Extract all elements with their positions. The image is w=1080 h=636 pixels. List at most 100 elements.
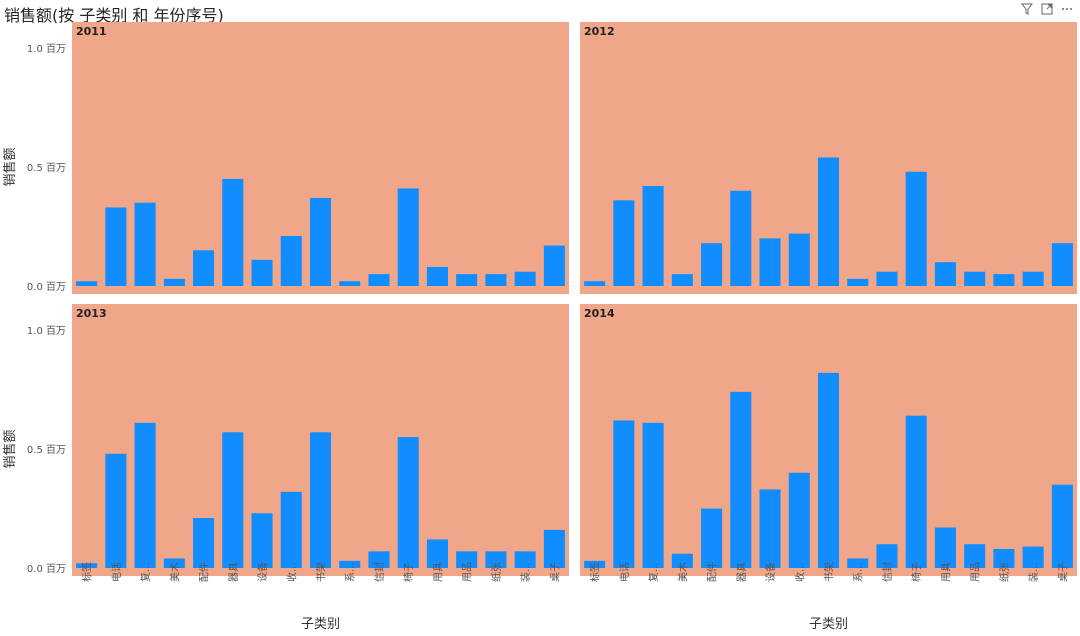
x-axis-title: 子类别 [809, 617, 848, 632]
bar[interactable] [456, 274, 478, 286]
bar[interactable] [193, 518, 215, 568]
bar[interactable] [584, 281, 606, 286]
bar[interactable] [76, 563, 98, 568]
bar[interactable] [1022, 271, 1044, 286]
bar[interactable] [847, 558, 869, 568]
bar[interactable] [671, 553, 693, 568]
bar[interactable] [368, 274, 390, 286]
bar[interactable] [456, 551, 478, 568]
x-tick-label: 装... [519, 562, 532, 582]
x-tick-label: 书架 [316, 562, 328, 582]
bar[interactable] [934, 262, 956, 286]
bar[interactable] [193, 250, 215, 286]
bar[interactable] [339, 281, 361, 286]
bar[interactable] [163, 558, 185, 568]
x-tick-label: 复... [139, 562, 152, 582]
bar[interactable] [426, 539, 448, 568]
bar[interactable] [163, 278, 185, 286]
x-tick-label: 椅子 [402, 562, 415, 582]
bar[interactable] [934, 527, 956, 568]
bar[interactable] [76, 281, 98, 286]
bar[interactable] [788, 233, 810, 286]
panel-label: 2011 [76, 25, 107, 38]
filter-icon[interactable] [1020, 2, 1034, 16]
bar[interactable] [105, 453, 127, 568]
bar[interactable] [339, 560, 361, 568]
bar[interactable] [222, 432, 244, 568]
bar[interactable] [788, 472, 810, 568]
bar[interactable] [642, 186, 664, 286]
bar[interactable] [485, 551, 507, 568]
x-tick-label: 复... [647, 562, 660, 582]
x-tick-label: 电话 [110, 562, 123, 582]
bar[interactable] [993, 274, 1015, 286]
bar[interactable] [1051, 484, 1073, 568]
bar[interactable] [485, 274, 507, 286]
x-tick-label: 器具 [736, 562, 748, 582]
x-tick-label: 书架 [824, 562, 836, 582]
bar[interactable] [309, 197, 332, 286]
bar[interactable] [964, 544, 986, 568]
x-tick-label: 桌子 [1056, 562, 1069, 582]
bar[interactable] [1051, 243, 1073, 286]
bar[interactable] [397, 437, 419, 568]
x-tick-label: 桌子 [548, 562, 561, 582]
bar[interactable] [730, 190, 752, 286]
bar[interactable] [543, 529, 565, 568]
y-tick-label: 1.0 百万 [27, 325, 66, 337]
bar[interactable] [730, 391, 752, 568]
chart-title: 销售额(按 子类别 和 年份序号) [4, 6, 224, 25]
bar[interactable] [280, 491, 302, 568]
bar[interactable] [222, 178, 244, 286]
bar[interactable] [876, 544, 898, 568]
bar[interactable] [280, 236, 302, 286]
bar[interactable] [847, 278, 869, 286]
bar[interactable] [105, 207, 127, 286]
focus-mode-icon[interactable] [1040, 2, 1054, 16]
x-tick-label: 配件 [199, 562, 211, 582]
x-tick-label: 信封 [881, 562, 894, 582]
bar[interactable] [701, 508, 723, 569]
bar[interactable] [964, 271, 986, 286]
bar[interactable] [514, 551, 536, 568]
x-tick-label: 用具 [940, 562, 952, 582]
bar[interactable] [134, 422, 156, 568]
x-tick-label: 设备 [256, 562, 269, 582]
bar[interactable] [426, 266, 448, 286]
bar[interactable] [584, 560, 606, 568]
bar[interactable] [134, 202, 156, 286]
bar[interactable] [251, 259, 273, 286]
bar[interactable] [309, 432, 332, 568]
bar[interactable] [543, 245, 565, 286]
x-tick-label: 设备 [764, 562, 777, 582]
y-axis-title: 销售额 [2, 429, 18, 468]
bar[interactable] [701, 243, 723, 286]
bar[interactable] [905, 171, 927, 286]
y-tick-label: 0.0 百万 [27, 563, 66, 575]
x-tick-label: 标签 [81, 562, 94, 582]
bar[interactable] [642, 422, 664, 568]
x-tick-label: 椅子 [910, 562, 923, 582]
bar[interactable] [817, 372, 840, 568]
x-tick-label: 美术 [676, 562, 689, 582]
bar[interactable] [993, 548, 1015, 568]
bar[interactable] [876, 271, 898, 286]
bar[interactable] [613, 420, 635, 568]
bar[interactable] [817, 157, 840, 286]
y-axis-title: 销售额 [2, 147, 18, 186]
bar[interactable] [1022, 546, 1044, 568]
bar[interactable] [397, 188, 419, 286]
bar[interactable] [671, 274, 693, 286]
x-tick-label: 纸张 [490, 562, 503, 582]
x-tick-label: 美术 [168, 562, 181, 582]
more-options-icon[interactable] [1060, 2, 1074, 16]
bar[interactable] [368, 551, 390, 568]
bar[interactable] [905, 415, 927, 568]
x-axis-title: 子类别 [301, 617, 340, 632]
bar[interactable] [613, 200, 635, 286]
bar[interactable] [759, 489, 781, 568]
bar[interactable] [251, 513, 273, 568]
bar[interactable] [759, 238, 781, 286]
bar[interactable] [514, 271, 536, 286]
